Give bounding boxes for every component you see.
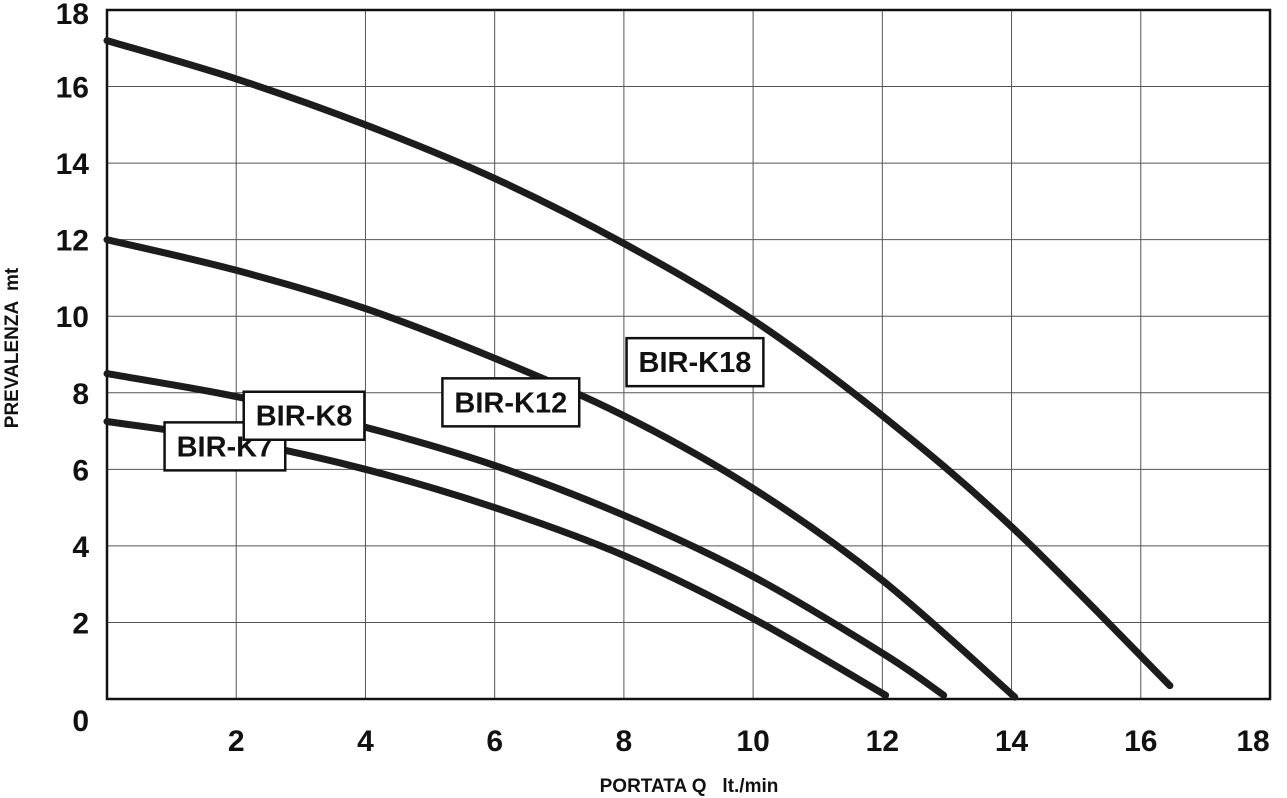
y-tick-labels: 0 2 4 6 8 10 12 14 16 18	[56, 0, 90, 738]
series-label-text: BIR-K12	[454, 387, 567, 419]
series-label-box	[441, 377, 581, 428]
series-label-box	[242, 390, 366, 441]
x-tick-labels: 2 4 6 8 10 12 14 16 18	[228, 725, 1270, 758]
series-label-bir-k12: BIR-K12	[441, 377, 581, 428]
series-label-box	[625, 336, 765, 388]
y-tick-label: 4	[72, 531, 89, 564]
x-tick-label: 8	[616, 725, 633, 758]
x-axis-title: PORTATA Q lt./min	[600, 776, 779, 797]
x-tick-label: 18	[1236, 725, 1269, 758]
y-axis-title: PREVALENZA mt	[2, 267, 23, 428]
series-line-bir-k18	[103, 37, 1174, 690]
y-tick-label: 2	[72, 607, 89, 640]
x-tick-label: 6	[486, 725, 503, 758]
y-tick-label: 18	[56, 0, 89, 31]
series-label-bir-k18: BIR-K18	[625, 336, 765, 388]
series-label-bir-k8: BIR-K8	[242, 390, 366, 441]
y-tick-label: 14	[56, 148, 90, 181]
y-tick-label: 8	[72, 378, 89, 411]
x-tick-label: 4	[357, 725, 374, 758]
y-tick-label: 10	[56, 301, 89, 334]
x-tick-label: 14	[995, 725, 1029, 758]
y-tick-label: 12	[56, 225, 89, 258]
y-tick-label: 6	[72, 454, 89, 487]
y-tick-label: 0	[72, 705, 89, 738]
x-tick-label: 2	[228, 725, 245, 758]
y-tick-label: 16	[56, 72, 89, 105]
x-tick-label: 16	[1124, 725, 1157, 758]
series-line-bir-k12	[103, 236, 1019, 701]
series-label-text: BIR-K18	[639, 347, 752, 379]
plot-frame	[105, 8, 1272, 701]
series-label-text: BIR-K8	[256, 401, 353, 433]
x-tick-label: 10	[736, 725, 769, 758]
x-tick-label: 12	[866, 725, 899, 758]
